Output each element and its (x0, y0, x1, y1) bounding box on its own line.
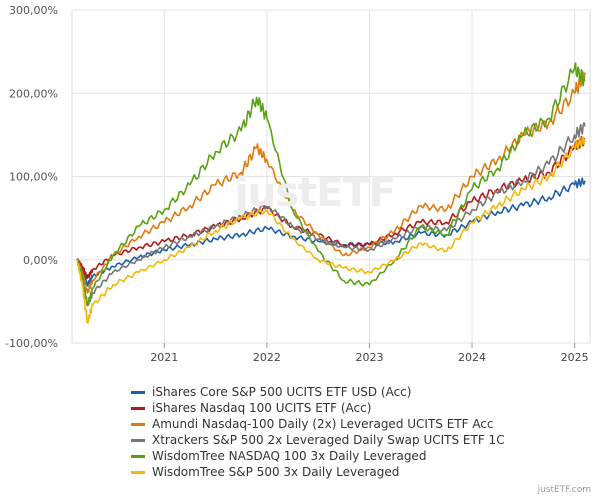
legend-swatch (131, 406, 145, 410)
y-tick-label: 300,00% (9, 4, 58, 17)
legend-item[interactable]: iShares Core S&P 500 UCITS ETF USD (Acc) (131, 384, 505, 400)
x-axis-ticks: 2021 2022 2023 2024 2025 (150, 351, 588, 364)
watermark: justETF (235, 170, 396, 216)
series-line (76, 136, 586, 324)
legend-swatch (131, 454, 145, 458)
legend-label: iShares Core S&P 500 UCITS ETF USD (Acc) (152, 385, 412, 399)
series-line (76, 177, 586, 287)
y-axis-ticks: -100,00% 0,00% 100,00% 200,00% 300,00% (5, 4, 58, 350)
legend-swatch (131, 438, 145, 442)
legend-item[interactable]: Amundi Nasdaq-100 Daily (2x) Leveraged U… (131, 416, 505, 432)
y-tick-label: 0,00% (23, 254, 58, 267)
legend-swatch (131, 422, 145, 426)
legend-label: iShares Nasdaq 100 UCITS ETF (Acc) (152, 401, 372, 415)
legend-label: Amundi Nasdaq-100 Daily (2x) Leveraged U… (152, 417, 494, 431)
y-tick-label: 100,00% (9, 171, 58, 184)
credit-label: justETF.com (537, 485, 591, 495)
legend-label: Xtrackers S&P 500 2x Leveraged Daily Swa… (152, 433, 505, 447)
legend: iShares Core S&P 500 UCITS ETF USD (Acc)… (131, 384, 505, 480)
series-layer (76, 62, 586, 324)
x-tick-label: 2023 (355, 351, 383, 364)
legend-item[interactable]: WisdomTree S&P 500 3x Daily Leveraged (131, 464, 505, 480)
chart-area: -100,00%0,00%100,00%200,00%300,00% 2021 2… (5, 4, 591, 364)
legend-item[interactable]: iShares Nasdaq 100 UCITS ETF (Acc) (131, 400, 505, 416)
y-tick-label: -100,00% (5, 337, 58, 350)
legend-label: WisdomTree NASDAQ 100 3x Daily Leveraged (152, 449, 427, 463)
legend-swatch (131, 390, 145, 394)
legend-label: WisdomTree S&P 500 3x Daily Leveraged (152, 465, 400, 479)
legend-item[interactable]: Xtrackers S&P 500 2x Leveraged Daily Swa… (131, 432, 505, 448)
legend-swatch (131, 470, 145, 474)
x-tick-label: 2025 (561, 351, 589, 364)
x-tick-label: 2022 (253, 351, 281, 364)
y-tick-label: 200,00% (9, 87, 58, 100)
x-tick-label: 2024 (458, 351, 486, 364)
x-tick-label: 2021 (150, 351, 178, 364)
legend-item[interactable]: WisdomTree NASDAQ 100 3x Daily Leveraged (131, 448, 505, 464)
series-line (76, 62, 586, 307)
